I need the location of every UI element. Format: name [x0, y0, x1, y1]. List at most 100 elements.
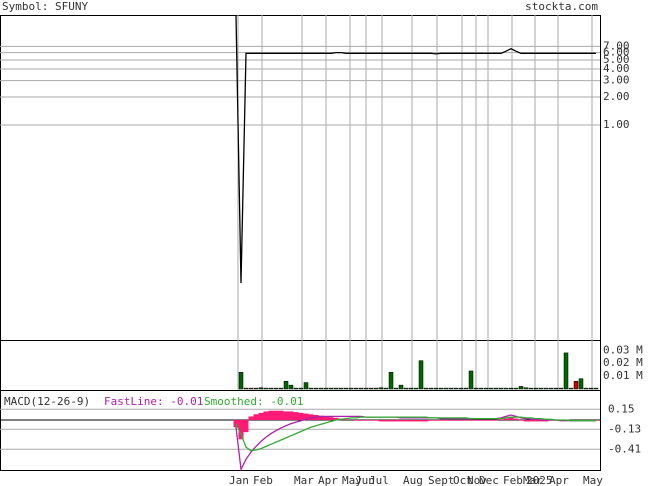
- x-tick-label: Apr: [549, 474, 569, 486]
- volume-bar: [363, 387, 369, 390]
- macd-histogram-bar: [263, 411, 269, 420]
- volume-bar: [243, 387, 249, 390]
- macd-histogram-bar: [518, 420, 524, 421]
- x-tick-label: Feb: [503, 474, 523, 486]
- volume-bar: [498, 387, 504, 390]
- volume-bar: [273, 387, 279, 390]
- volume-bar: [478, 387, 484, 390]
- volume-bar: [438, 387, 444, 390]
- volume-bar: [538, 387, 544, 390]
- volume-bar: [523, 387, 529, 390]
- volume-bar: [448, 387, 454, 390]
- volume-bar: [533, 387, 539, 390]
- y-tick-label: 1.00: [603, 118, 630, 131]
- macd-histogram-bar: [428, 420, 434, 421]
- macd-histogram-bar: [383, 420, 389, 422]
- macd-histogram-bar: [298, 412, 304, 420]
- volume-bar: [508, 387, 514, 390]
- y-tick-label: 0.02 M: [603, 356, 643, 369]
- macd-histogram-bar: [413, 420, 419, 422]
- y-tick-label: 3.00: [603, 74, 630, 87]
- macd-histogram-bar: [368, 420, 374, 421]
- volume-bar: [493, 387, 499, 390]
- volume-bar: [283, 381, 289, 390]
- macd-histogram-bar: [318, 415, 324, 420]
- y-tick-label: 4.00: [603, 62, 630, 75]
- volume-bar: [258, 387, 264, 390]
- volume-bar: [338, 387, 344, 390]
- macd-histogram-bar: [288, 411, 294, 420]
- volume-bar: [513, 387, 519, 390]
- volume-bar: [428, 387, 434, 390]
- macd-histogram-bar: [478, 420, 484, 421]
- y-tick-label: 5.00: [603, 53, 630, 66]
- volume-bar: [293, 387, 299, 390]
- volume-bar: [343, 387, 349, 390]
- macd-histogram-bar: [448, 420, 454, 421]
- macd-histogram-bar: [443, 420, 449, 421]
- volume-bar: [388, 371, 394, 390]
- macd-histogram-bar: [468, 420, 474, 421]
- macd-histogram-bar: [453, 420, 459, 421]
- volume-bar: [408, 387, 414, 390]
- volume-bar: [238, 371, 244, 390]
- volume-bar: [298, 387, 304, 390]
- volume-bar: [578, 378, 584, 390]
- macd-histogram-bar: [323, 416, 329, 420]
- macd-histogram-bar: [498, 419, 504, 420]
- x-tick-label: Aug: [403, 474, 423, 486]
- macd-histogram-bar: [463, 420, 469, 421]
- macd-histogram-bar: [248, 416, 254, 420]
- macd-histogram-bar: [473, 420, 479, 421]
- macd-histogram-bar: [408, 420, 414, 422]
- volume-bar: [573, 381, 579, 390]
- x-tick-label: Jun: [355, 474, 375, 486]
- panel-frame: [0, 340, 601, 391]
- macd-histogram-bar: [283, 411, 289, 420]
- volume-bar: [308, 387, 314, 390]
- x-tick-label: Sept: [428, 474, 455, 486]
- macd-histogram-bar: [303, 413, 309, 420]
- volume-bar: [333, 387, 339, 390]
- y-tick-label: 7.00: [603, 39, 630, 52]
- macd-histogram-bar: [333, 417, 339, 420]
- y-tick-label: -0.41: [608, 442, 641, 455]
- volume-bar: [558, 387, 564, 390]
- price-line: [235, 15, 596, 284]
- macd-histogram-bar: [433, 420, 439, 421]
- y-tick-label: -0.13: [608, 422, 641, 435]
- x-tick-label: Mar: [523, 474, 543, 486]
- volume-bar: [373, 387, 379, 390]
- volume-bar: [383, 387, 389, 390]
- volume-bar: [413, 387, 419, 390]
- macd-histogram-bar: [243, 420, 249, 433]
- volume-bar: [253, 387, 259, 390]
- volume-bar: [583, 387, 589, 390]
- x-tick-label: Apr: [318, 474, 338, 486]
- macd-histogram-bar: [273, 410, 279, 420]
- volume-bar: [548, 387, 554, 390]
- volume-bar: [423, 387, 429, 390]
- macd-histogram-bar: [503, 418, 509, 420]
- macd-title: MACD(12-26-9): [4, 395, 90, 408]
- volume-bar: [268, 387, 274, 390]
- volume-bar: [518, 386, 524, 390]
- volume-bar: [483, 387, 489, 390]
- volume-bar: [453, 387, 459, 390]
- macd-line: [235, 416, 596, 452]
- volume-bar: [353, 387, 359, 390]
- y-tick-label: 2.00: [603, 90, 630, 103]
- volume-bar: [593, 387, 599, 390]
- macd-histogram-bar: [278, 410, 284, 420]
- volume-bar: [398, 384, 404, 390]
- panel-frame: [0, 15, 601, 341]
- macd-histogram-bar: [388, 420, 394, 422]
- volume-bar: [313, 387, 319, 390]
- macd-histogram-bar: [343, 419, 349, 420]
- volume-bar: [318, 387, 324, 390]
- volume-bar: [418, 360, 424, 390]
- macd-histogram-bar: [533, 420, 539, 422]
- x-tick-label: Dec: [479, 474, 499, 486]
- x-tick-label: Oct: [453, 474, 473, 486]
- legend-entry: Smoothed: -0.01: [204, 395, 303, 408]
